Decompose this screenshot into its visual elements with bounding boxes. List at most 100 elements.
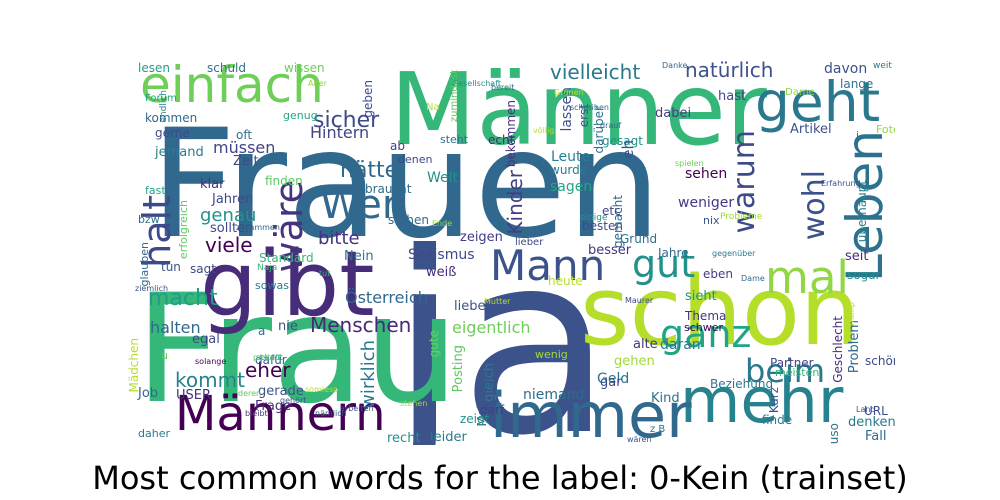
cloud-word: dafür: [255, 353, 287, 367]
cloud-word: gerne: [155, 126, 190, 140]
cloud-word: u: [161, 349, 168, 362]
cloud-word: sagt: [190, 262, 216, 276]
cloud-word: Artikel: [790, 122, 832, 137]
cloud-word: drauf: [600, 121, 622, 130]
cloud-word: Geld: [597, 371, 630, 387]
cloud-word: besten: [582, 219, 623, 233]
cloud-word: vielleicht: [550, 60, 641, 84]
cloud-word: stehen: [400, 399, 428, 408]
cloud-word: mal: [765, 251, 849, 304]
caption: Most common words for the label: 0-Kein …: [92, 459, 908, 497]
cloud-word: Naja: [257, 263, 278, 273]
cloud-word: z B: [650, 424, 666, 435]
cloud-word: einige: [580, 213, 608, 223]
cloud-word: sollten: [210, 221, 254, 236]
cloud-word: bereit: [491, 83, 515, 92]
cloud-word: Dame: [785, 87, 815, 98]
cloud-word: nämlich: [315, 409, 347, 418]
cloud-word: Geschlecht: [831, 316, 845, 383]
cloud-word: Menschen: [310, 313, 412, 337]
cloud-word: geben: [361, 80, 375, 118]
cloud-word: echt: [488, 133, 515, 147]
cloud-word: ja: [390, 199, 613, 446]
cloud-word: Leute: [551, 149, 591, 165]
cloud-word: Alter: [308, 79, 328, 88]
cloud-word: alte: [633, 337, 658, 352]
cloud-word: erfolgreich: [177, 200, 190, 260]
cloud-word: Fall: [865, 429, 887, 444]
cloud-word: endlich: [159, 90, 169, 123]
cloud-word: zeigen: [460, 230, 503, 245]
cloud-word: zeigt: [460, 412, 490, 426]
cloud-word: schreiben: [570, 103, 609, 112]
cloud-word: etc: [602, 204, 621, 218]
cloud-word: schwer: [684, 321, 724, 334]
cloud-word: eh: [619, 140, 637, 159]
cloud-word: Maurer: [625, 296, 654, 305]
cloud-word: Posting: [451, 345, 466, 393]
cloud-word: denen: [398, 153, 433, 166]
cloud-word: somieso: [305, 385, 339, 394]
cloud-word: Probleme: [720, 212, 763, 222]
cloud-word: Gesellschaft: [452, 79, 502, 88]
cloud-word: niemand: [523, 387, 585, 403]
cloud-word: viele: [205, 233, 253, 257]
word-cloud: Frauen ja Frau Männer schon gibt mehr immer einf…: [125, 57, 895, 445]
cloud-word: gut: [632, 242, 696, 286]
cloud-word: Kind: [651, 391, 680, 406]
cloud-word: sieht: [685, 289, 717, 304]
cloud-word: Männer: [390, 57, 767, 168]
cloud-word: sicher: [313, 108, 380, 133]
cloud-word: mehr: [680, 364, 844, 437]
cloud-word: weit: [873, 61, 892, 71]
cloud-word: wenig: [535, 348, 568, 361]
cloud-word: Wer: [320, 182, 399, 228]
cloud-word: liebe: [454, 299, 486, 314]
cloud-word: USER: [176, 388, 212, 403]
cloud-word: klar: [200, 177, 225, 192]
cloud-word: Hintern: [310, 123, 370, 142]
cloud-word: wären: [627, 435, 652, 444]
cloud-word: Dame: [741, 274, 765, 283]
cloud-word: seit: [845, 249, 869, 264]
cloud-word: gute: [427, 330, 441, 358]
cloud-word: Sexismus: [408, 247, 475, 263]
cloud-word: spielen: [675, 159, 704, 168]
cloud-word: glauben: [138, 242, 151, 287]
cloud-word: genau: [200, 205, 257, 226]
cloud-word: Grünen: [554, 88, 584, 97]
cloud-word: jemand: [155, 145, 204, 160]
cloud-word: gesagt: [602, 134, 643, 148]
cloud-word: URL: [864, 404, 888, 418]
cloud-word: Forum: [145, 93, 177, 104]
cloud-word: i: [856, 129, 860, 142]
cloud-word: lieber: [515, 237, 544, 248]
cloud-word: zumindest: [449, 70, 460, 123]
cloud-word: sehen: [685, 166, 728, 182]
cloud-word: denken: [848, 415, 895, 430]
cloud-word: Partner: [770, 356, 814, 370]
cloud-word: Mutter: [484, 297, 511, 306]
cloud-word: sogar: [847, 268, 881, 282]
cloud-word: darf: [480, 403, 505, 417]
cloud-word: Jahren: [212, 192, 254, 207]
cloud-word: eher: [245, 358, 291, 382]
cloud-word: müssen: [213, 138, 276, 157]
cloud-word: hätte: [340, 158, 399, 183]
cloud-word: gehört: [280, 396, 307, 405]
cloud-word: sagen: [550, 179, 593, 195]
cloud-word: Problem: [847, 320, 862, 374]
cloud-word: steht: [440, 133, 469, 146]
cloud-word: Thema: [685, 309, 727, 323]
cloud-word: gehen: [614, 354, 655, 369]
cloud-word: Frauen: [150, 98, 662, 272]
cloud-word: geht: [755, 70, 881, 134]
cloud-word: schön: [865, 354, 895, 368]
cloud-word: egal: [192, 332, 220, 347]
cloud-word: nie: [278, 319, 298, 334]
cloud-word: arbeiten: [340, 404, 374, 413]
cloud-word: lesen: [138, 61, 170, 75]
cloud-word: wissen: [284, 61, 325, 75]
cloud-word: Mädchen: [127, 338, 141, 393]
cloud-word: eigentlich: [452, 318, 531, 337]
